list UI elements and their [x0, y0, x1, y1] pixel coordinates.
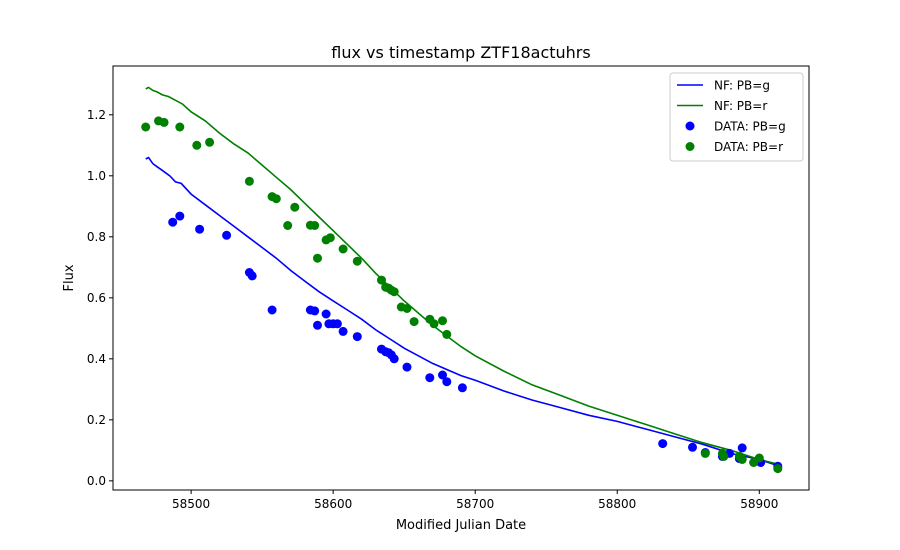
data-point-3-22	[389, 287, 399, 297]
y-axis: 0.0 0.2 0.4 0.6 0.8 1.0 1.2	[87, 108, 113, 488]
data-point-2-6	[267, 305, 277, 315]
data-point-2-20	[389, 354, 399, 364]
x-axis: 58500 58600 58700 58800 58900	[172, 490, 778, 511]
data-point-3-25	[409, 317, 419, 327]
legend-label-3: DATA: PB=r	[714, 140, 783, 154]
data-point-2-25	[457, 383, 467, 393]
data-point-2-13	[332, 319, 342, 329]
data-point-3-28	[438, 316, 447, 326]
data-point-3-27	[429, 319, 439, 329]
data-point-3-29	[442, 329, 452, 339]
y-axis-label: Flux	[62, 264, 77, 291]
data-point-3-36	[754, 453, 764, 463]
data-point-3-15	[325, 233, 335, 243]
x-tick-label-1: 58600	[314, 497, 352, 511]
data-point-3-34	[737, 455, 747, 464]
data-point-2-27	[688, 442, 697, 452]
data-point-3-17	[352, 256, 362, 266]
x-tick-label-0: 58500	[172, 497, 210, 511]
data-point-2-14	[338, 326, 348, 336]
x-tick-label-4: 58900	[740, 497, 778, 511]
x-tick-label-3: 58800	[598, 497, 636, 511]
data-point-2-26	[658, 439, 668, 449]
data-point-3-13	[313, 253, 322, 263]
legend: NF: PB=g NF: PB=r DATA: PB=g DATA: PB=r	[669, 72, 804, 162]
data-point-3-2	[159, 117, 169, 127]
data-point-2-10	[321, 309, 331, 319]
legend-label-2: DATA: PB=g	[714, 120, 786, 134]
y-tick-label-3: 0.6	[87, 291, 106, 305]
data-point-2-33	[737, 443, 747, 453]
data-point-3-9	[283, 221, 293, 230]
y-tick-label-5: 1.0	[87, 169, 106, 183]
legend-frame	[669, 72, 804, 162]
y-tick-label-6: 1.2	[87, 108, 106, 122]
series-line-1	[145, 86, 778, 465]
data-point-2-5	[247, 271, 257, 281]
data-point-3-32	[719, 451, 729, 461]
data-point-2-1	[175, 211, 185, 221]
data-point-3-16	[338, 244, 348, 254]
data-point-3-8	[271, 194, 281, 204]
data-point-3-5	[205, 137, 215, 147]
x-axis-label: Modified Julian Date	[396, 518, 526, 533]
data-point-3-10	[290, 202, 300, 212]
data-point-3-18	[377, 275, 386, 285]
y-tick-label-4: 0.8	[87, 230, 106, 244]
data-point-3-3	[175, 122, 185, 132]
x-tick-label-2: 58700	[456, 497, 494, 511]
data-point-2-23	[438, 370, 447, 380]
data-point-3-30	[700, 448, 710, 458]
data-point-2-3	[222, 230, 232, 240]
legend-swatch-2	[685, 121, 695, 131]
y-tick-label-0: 0.0	[87, 474, 106, 488]
chart-title: flux vs timestamp ZTF18actuhrs	[331, 43, 590, 62]
data-point-2-2	[195, 224, 205, 234]
plot-area	[141, 86, 783, 474]
data-point-3-24	[402, 304, 412, 313]
data-point-3-0	[141, 122, 151, 132]
data-point-3-12	[310, 221, 320, 230]
data-point-3-37	[773, 464, 783, 474]
y-tick-label-2: 0.4	[87, 352, 106, 366]
data-point-2-21	[402, 362, 412, 372]
data-point-2-22	[425, 373, 435, 383]
data-point-3-4	[192, 140, 202, 150]
data-point-2-8	[310, 306, 320, 316]
legend-label-1: NF: PB=r	[714, 99, 767, 113]
data-point-2-24	[442, 377, 452, 387]
legend-swatch-3	[685, 142, 695, 151]
axes-frame	[112, 65, 810, 491]
data-point-3-6	[244, 176, 254, 186]
legend-label-0: NF: PB=g	[714, 79, 770, 93]
data-point-2-9	[313, 320, 322, 330]
y-tick-label-1: 0.2	[87, 413, 106, 427]
data-point-2-0	[168, 217, 178, 227]
series-line-0	[145, 156, 779, 467]
data-point-2-15	[352, 332, 362, 342]
